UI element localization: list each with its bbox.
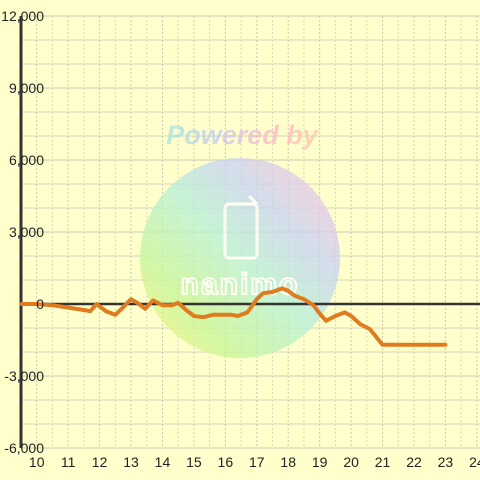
x-tick-label: 10	[29, 454, 45, 470]
y-tick-label: 3,000	[9, 224, 44, 240]
watermark-logo-text: nanimo	[181, 268, 300, 301]
x-tick-label: 24	[469, 454, 480, 470]
y-tick-label: 6,000	[9, 152, 44, 168]
y-tick-label: -3,000	[4, 368, 44, 384]
x-tick-label: 15	[186, 454, 202, 470]
x-tick-label: 18	[280, 454, 296, 470]
x-tick-label: 23	[438, 454, 454, 470]
series-line	[19, 286, 448, 347]
x-tick-label: 17	[249, 454, 265, 470]
series-layer	[19, 286, 448, 347]
x-tick-label: 11	[61, 454, 76, 470]
x-tick-label: 20	[343, 454, 359, 470]
x-tick-label: 22	[406, 454, 422, 470]
x-tick-label: 13	[123, 454, 139, 470]
x-tick-label: 19	[312, 454, 328, 470]
y-tick-label: 9,000	[9, 80, 44, 96]
x-tick-label: 12	[92, 454, 108, 470]
watermark-powered-by-text: Powered by	[166, 120, 320, 150]
watermark-phone-antenna	[247, 194, 259, 206]
y-tick-label: 0	[36, 296, 44, 312]
watermark-phone-icon	[223, 202, 259, 260]
y-tick-label: 12,000	[1, 8, 44, 24]
x-tick-label: 14	[155, 454, 171, 470]
x-tick-label: 16	[218, 454, 234, 470]
tick-labels: -6,000 -3,000 0 3,000 6,000 9,000 12,000 10 11 12…	[1, 8, 480, 470]
powered-by-watermark: Powered by nanimo	[140, 120, 340, 358]
y-tick-label: -6,000	[4, 440, 44, 456]
x-tick-label: 21	[375, 454, 391, 470]
